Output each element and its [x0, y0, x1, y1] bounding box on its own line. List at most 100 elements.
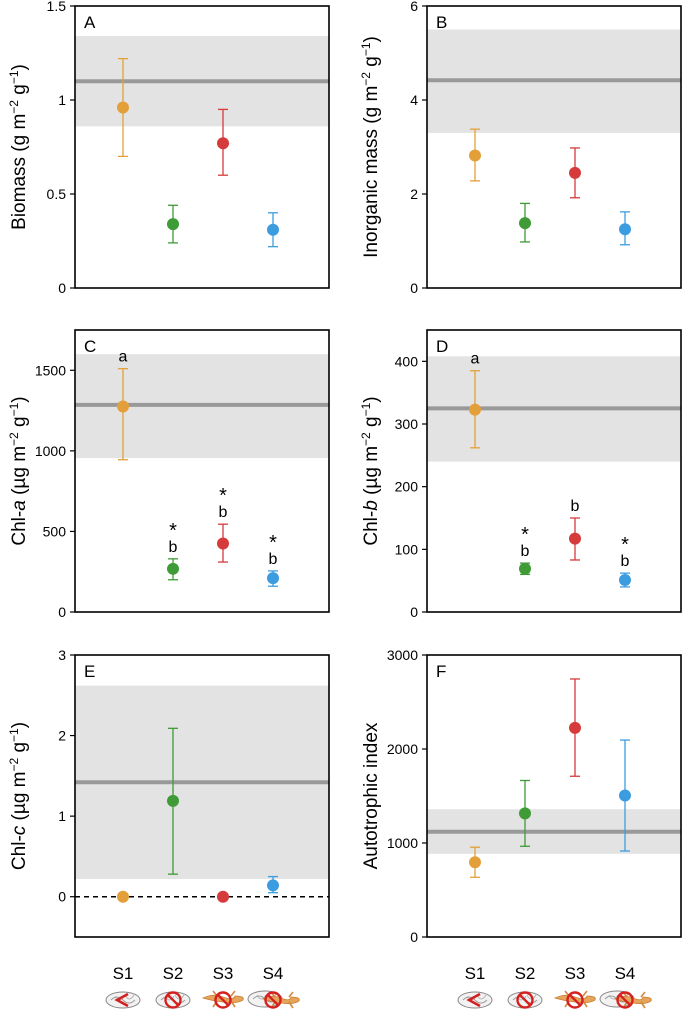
y-axis-label-italic: c: [9, 825, 30, 835]
y-axis-label-text: g: [9, 416, 30, 432]
data-point-s2: [167, 562, 179, 575]
data-point-group: b*: [167, 520, 179, 581]
data-point-s4: [267, 879, 279, 892]
data-point-s2: [519, 807, 531, 820]
no-symbol-ring: [164, 991, 182, 1009]
red-v-mark: [466, 992, 481, 1008]
data-point-s3: [217, 890, 229, 903]
significance-letter: b: [571, 498, 580, 515]
panel-letter: D: [436, 337, 448, 356]
data-point-s3: [217, 137, 229, 150]
y-tick-label: 2000: [387, 741, 418, 757]
data-point-s2: [167, 794, 179, 807]
y-axis-label-text: ): [361, 36, 382, 42]
data-point-group: [267, 212, 279, 248]
y-axis-label-superscript: −1: [7, 70, 21, 84]
no-symbol-ring: [516, 991, 534, 1009]
axes-frame: [74, 5, 330, 289]
snail-with-red-v-icon: [105, 991, 141, 1009]
panel-letter: B: [436, 13, 447, 32]
y-axis-label-text: ): [9, 722, 30, 728]
y-axis-label-text: Biomass (g m: [9, 114, 30, 230]
axes-frame: [426, 5, 682, 289]
axes-frame: [426, 329, 682, 613]
y-tick-label: 1.5: [47, 0, 67, 14]
y-tick-label: 0.5: [47, 186, 67, 202]
panel-letter: E: [84, 662, 95, 681]
y-tick-label: 0: [58, 280, 66, 296]
y-tick-label: 300: [395, 416, 419, 432]
no-symbol-slash: [216, 993, 230, 1007]
y-axis-label-italic: a: [9, 500, 30, 511]
y-axis-label: Biomass (g m−2 g−1): [7, 64, 30, 230]
y-axis-label-superscript: −2: [7, 100, 21, 114]
panel-e: 0 1 2 3 E Chl-c (µg m−2 g−1): [7, 647, 330, 938]
category-label-s2: S2: [163, 964, 184, 983]
significance-letter: a: [119, 349, 128, 366]
y-axis-label: Chl-c (µg m−2 g−1): [7, 722, 30, 870]
significance-letter: b: [219, 504, 228, 521]
salamander-with-no-symbol-icon: [553, 990, 596, 1009]
category-label-s1: S1: [465, 964, 486, 983]
no-symbol-slash: [568, 993, 582, 1007]
snail-shell-whorl: [462, 996, 488, 1004]
y-tick-label: 0: [410, 929, 418, 945]
y-axis-label-text: g: [361, 56, 382, 72]
category-legend: S1 S2 S3 S4: [457, 964, 652, 1009]
y-axis-label-superscript: −2: [7, 432, 21, 446]
data-point-group: [519, 779, 531, 847]
y-axis-label-text: (µg m: [9, 771, 30, 825]
y-axis-label-superscript: −2: [7, 757, 21, 771]
salamander-legs: [270, 991, 294, 1009]
significance-letter: b: [521, 543, 530, 560]
y-tick-label: 0: [58, 889, 66, 905]
significance-letter: b: [169, 539, 178, 556]
y-tick-label: 1: [58, 808, 66, 824]
data-point-group: b*: [267, 532, 279, 587]
category-label-s4: S4: [263, 964, 284, 983]
data-point-group: [167, 727, 179, 875]
snail-with-red-v-icon: [457, 991, 493, 1009]
y-axis-label-superscript: −1: [7, 728, 21, 742]
data-point-group: [217, 108, 229, 176]
data-point-s1: [117, 101, 129, 114]
data-point-s4: [267, 572, 279, 585]
y-axis-label-superscript: −1: [7, 402, 21, 416]
panel-letter: C: [84, 337, 96, 356]
category-legend: S1 S2 S3 S4: [105, 964, 300, 1009]
snail-with-no-symbol-icon: [155, 991, 191, 1009]
y-axis-label-superscript: −1: [359, 402, 373, 416]
data-point-group: a: [117, 349, 129, 461]
data-point-s4: [619, 789, 631, 802]
y-tick-label: 1: [58, 92, 66, 108]
data-point-group: b*: [519, 524, 531, 576]
significance-star: *: [169, 520, 177, 542]
axes-frame: [426, 654, 682, 938]
red-v-mark: [114, 992, 129, 1008]
data-point-s1: [117, 400, 129, 413]
y-axis-label-text: ): [9, 396, 30, 402]
data-point-s4: [619, 574, 631, 587]
data-point-s1: [469, 856, 481, 869]
no-symbol-ring: [214, 991, 232, 1009]
no-symbol-ring: [616, 991, 634, 1009]
data-point-s1: [117, 890, 129, 903]
y-axis-label: Chl-b (µg m−2 g−1): [359, 396, 382, 545]
panel-a: 0 0.5 1 1.5 A Biomass (g m−2 g−1): [7, 0, 330, 296]
y-axis-label-text: Chl-: [9, 511, 30, 546]
y-axis-label-superscript: −1: [359, 42, 373, 56]
snail-with-no-symbol-icon: [507, 991, 543, 1009]
panel-f: 0 1000 2000 3000 F Autotrophic index: [361, 647, 682, 945]
y-tick-label: 400: [395, 353, 419, 369]
axes-frame: [74, 329, 330, 613]
panel-b: 0 2 4 6 B Inorganic mass (g m−2 g−1): [359, 0, 682, 296]
data-point-group: [469, 128, 481, 182]
data-point-group: [569, 678, 581, 777]
data-point-s3: [569, 721, 581, 734]
data-point-group: [267, 875, 279, 894]
y-tick-label: 6: [410, 0, 418, 14]
y-tick-label: 1500: [35, 362, 66, 378]
